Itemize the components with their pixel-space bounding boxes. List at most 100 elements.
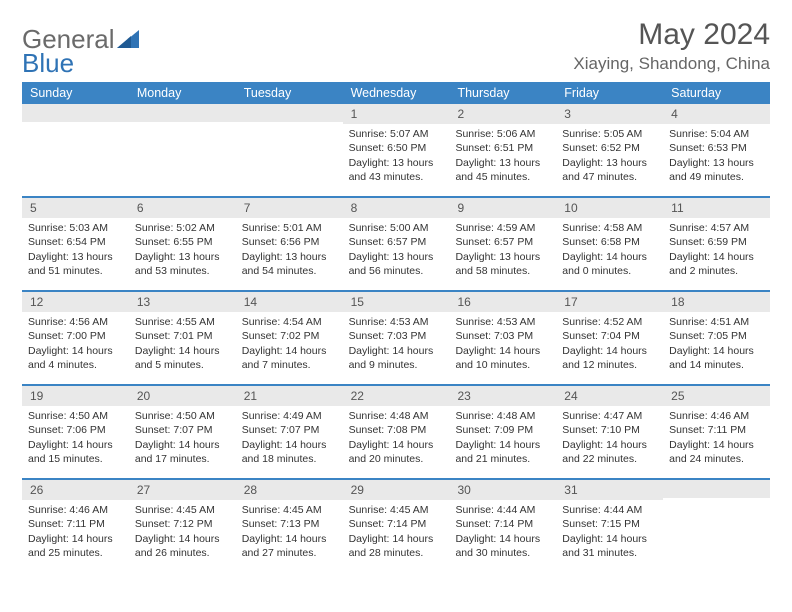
sunset-text: Sunset: 6:51 PM	[455, 141, 550, 155]
day-header-mon: Monday	[129, 82, 236, 104]
sunrise-text: Sunrise: 5:07 AM	[349, 127, 444, 141]
sunset-text: Sunset: 7:07 PM	[242, 423, 337, 437]
daylight-text: Daylight: 13 hours and 53 minutes.	[135, 250, 230, 278]
day-cell: 7Sunrise: 5:01 AMSunset: 6:56 PMDaylight…	[236, 198, 343, 288]
day-number: 14	[236, 292, 343, 312]
day-number: 11	[663, 198, 770, 218]
day-number: 12	[22, 292, 129, 312]
sunset-text: Sunset: 7:05 PM	[669, 329, 764, 343]
daylight-text: Daylight: 14 hours and 21 minutes.	[455, 438, 550, 466]
day-number	[22, 104, 129, 122]
day-cell: 18Sunrise: 4:51 AMSunset: 7:05 PMDayligh…	[663, 292, 770, 382]
sunrise-text: Sunrise: 4:47 AM	[562, 409, 657, 423]
week-row: 12Sunrise: 4:56 AMSunset: 7:00 PMDayligh…	[22, 292, 770, 382]
sunrise-text: Sunrise: 5:06 AM	[455, 127, 550, 141]
location-text: Xiaying, Shandong, China	[573, 54, 770, 74]
daylight-text: Daylight: 14 hours and 7 minutes.	[242, 344, 337, 372]
daylight-text: Daylight: 14 hours and 17 minutes.	[135, 438, 230, 466]
day-number	[663, 480, 770, 498]
week-row: 5 Sunrise: 5:03 AMSunset: 6:54 PM Daylight…	[22, 198, 770, 288]
day-cell: 21Sunrise: 4:49 AMSunset: 7:07 PMDayligh…	[236, 386, 343, 476]
sunset-text: Sunset: 7:09 PM	[455, 423, 550, 437]
day-number: 22	[343, 386, 450, 406]
sunset-text: Sunset: 7:14 PM	[455, 517, 550, 531]
day-cell: 31Sunrise: 4:44 AMSunset: 7:15 PMDayligh…	[556, 480, 663, 570]
day-cell: 8Sunrise: 5:00 AMSunset: 6:57 PMDaylight…	[343, 198, 450, 288]
day-number: 26	[22, 480, 129, 500]
sunset-text: Sunset: 7:03 PM	[455, 329, 550, 343]
day-cell: 27Sunrise: 4:45 AMSunset: 7:12 PMDayligh…	[129, 480, 236, 570]
day-number: 7	[236, 198, 343, 218]
day-number: 31	[556, 480, 663, 500]
weeks-container: 1Sunrise: 5:07 AMSunset: 6:50 PMDaylight…	[22, 104, 770, 570]
day-number: 24	[556, 386, 663, 406]
daylight-text: Daylight: 14 hours and 12 minutes.	[562, 344, 657, 372]
day-number: 25	[663, 386, 770, 406]
day-number: 6	[129, 198, 236, 218]
sunrise-text: Sunrise: 5:00 AM	[349, 221, 444, 235]
sunset-text: Sunset: 6:57 PM	[455, 235, 550, 249]
sunrise-text: Sunrise: 4:55 AM	[135, 315, 230, 329]
day-cell	[22, 104, 129, 194]
day-cell: 2Sunrise: 5:06 AMSunset: 6:51 PMDaylight…	[449, 104, 556, 194]
day-number: 16	[449, 292, 556, 312]
sunset-text: Sunset: 7:04 PM	[562, 329, 657, 343]
daylight-text: Daylight: 14 hours and 20 minutes.	[349, 438, 444, 466]
week-row: 26Sunrise: 4:46 AMSunset: 7:11 PMDayligh…	[22, 480, 770, 570]
day-cell: 5Sunrise: 5:03 AMSunset: 6:54 PMDaylight…	[22, 198, 129, 288]
sunrise-text: Sunrise: 4:51 AM	[669, 315, 764, 329]
sunset-text: Sunset: 6:54 PM	[28, 235, 123, 249]
daylight-text: Daylight: 14 hours and 2 minutes.	[669, 250, 764, 278]
daylight-text: Daylight: 14 hours and 22 minutes.	[562, 438, 657, 466]
day-number: 15	[343, 292, 450, 312]
day-number: 2	[449, 104, 556, 124]
day-number: 1	[343, 104, 450, 124]
day-cell: 20Sunrise: 4:50 AMSunset: 7:07 PMDayligh…	[129, 386, 236, 476]
day-cell: 16Sunrise: 4:53 AMSunset: 7:03 PMDayligh…	[449, 292, 556, 382]
day-cell: 11Sunrise: 4:57 AMSunset: 6:59 PMDayligh…	[663, 198, 770, 288]
sunset-text: Sunset: 7:07 PM	[135, 423, 230, 437]
day-cell: 17Sunrise: 4:52 AMSunset: 7:04 PMDayligh…	[556, 292, 663, 382]
daylight-text: Daylight: 14 hours and 31 minutes.	[562, 532, 657, 560]
sunrise-text: Sunrise: 5:03 AM	[28, 221, 123, 235]
day-number: 30	[449, 480, 556, 500]
week-row: 1Sunrise: 5:07 AMSunset: 6:50 PMDaylight…	[22, 104, 770, 194]
day-header-sat: Saturday	[663, 82, 770, 104]
daylight-text: Daylight: 14 hours and 24 minutes.	[669, 438, 764, 466]
sunset-text: Sunset: 6:52 PM	[562, 141, 657, 155]
day-number: 9	[449, 198, 556, 218]
day-cell: 10Sunrise: 4:58 AMSunset: 6:58 PMDayligh…	[556, 198, 663, 288]
sunset-text: Sunset: 6:56 PM	[242, 235, 337, 249]
day-header-fri: Friday	[556, 82, 663, 104]
sunset-text: Sunset: 6:58 PM	[562, 235, 657, 249]
sunrise-text: Sunrise: 4:46 AM	[669, 409, 764, 423]
header: General May 2024 Xiaying, Shandong, Chin…	[22, 18, 770, 74]
sunrise-text: Sunrise: 5:01 AM	[242, 221, 337, 235]
day-cell: 25Sunrise: 4:46 AMSunset: 7:11 PMDayligh…	[663, 386, 770, 476]
day-cell: 9Sunrise: 4:59 AMSunset: 6:57 PMDaylight…	[449, 198, 556, 288]
day-cell: 29Sunrise: 4:45 AMSunset: 7:14 PMDayligh…	[343, 480, 450, 570]
sunset-text: Sunset: 7:12 PM	[135, 517, 230, 531]
day-number: 20	[129, 386, 236, 406]
day-cell: 6Sunrise: 5:02 AMSunset: 6:55 PMDaylight…	[129, 198, 236, 288]
sunrise-text: Sunrise: 4:45 AM	[349, 503, 444, 517]
day-header-row: Sunday Monday Tuesday Wednesday Thursday…	[22, 82, 770, 104]
daylight-text: Daylight: 13 hours and 47 minutes.	[562, 156, 657, 184]
day-cell: 22Sunrise: 4:48 AMSunset: 7:08 PMDayligh…	[343, 386, 450, 476]
sunset-text: Sunset: 7:14 PM	[349, 517, 444, 531]
day-cell	[129, 104, 236, 194]
day-number: 29	[343, 480, 450, 500]
daylight-text: Daylight: 14 hours and 15 minutes.	[28, 438, 123, 466]
sunset-text: Sunset: 6:59 PM	[669, 235, 764, 249]
sunset-text: Sunset: 6:57 PM	[349, 235, 444, 249]
sunrise-text: Sunrise: 5:02 AM	[135, 221, 230, 235]
daylight-text: Daylight: 14 hours and 25 minutes.	[28, 532, 123, 560]
sunset-text: Sunset: 7:11 PM	[28, 517, 123, 531]
day-number: 5	[22, 198, 129, 218]
day-header-sun: Sunday	[22, 82, 129, 104]
day-cell: 13Sunrise: 4:55 AMSunset: 7:01 PMDayligh…	[129, 292, 236, 382]
month-title: May 2024	[573, 18, 770, 52]
sunrise-text: Sunrise: 4:53 AM	[349, 315, 444, 329]
day-header-tue: Tuesday	[236, 82, 343, 104]
sunrise-text: Sunrise: 4:56 AM	[28, 315, 123, 329]
